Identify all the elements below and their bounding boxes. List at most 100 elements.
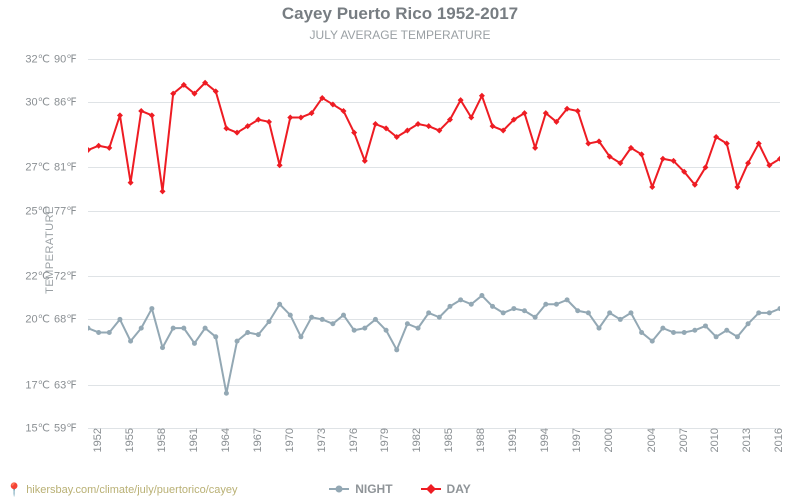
series-marker — [203, 326, 208, 331]
series-marker — [639, 330, 644, 335]
series-line — [88, 296, 780, 394]
y-tick-label: 22℃72℉ — [20, 270, 88, 283]
series-marker — [224, 391, 229, 396]
series-marker — [288, 313, 293, 318]
x-tick-label: 1985 — [439, 428, 455, 452]
series-marker — [138, 108, 144, 114]
series-marker — [106, 145, 112, 151]
series-marker — [362, 326, 367, 331]
series-marker — [724, 328, 729, 333]
y-tick-label: 32℃90℉ — [20, 52, 88, 65]
series-marker — [330, 321, 335, 326]
y-tick-label: 27℃81℉ — [20, 161, 88, 174]
series-marker — [394, 347, 399, 352]
attribution-url: hikersbay.com/climate/july/puertorico/ca… — [26, 484, 237, 496]
series-marker — [671, 330, 676, 335]
series-marker — [426, 310, 431, 315]
series-marker — [692, 328, 697, 333]
y-tick-label: 30℃86℉ — [20, 96, 88, 109]
x-tick-label: 2016 — [769, 428, 785, 452]
series-marker — [628, 310, 633, 315]
series-marker — [139, 326, 144, 331]
series-marker — [746, 321, 751, 326]
legend-label-night: NIGHT — [355, 482, 392, 496]
series-line — [88, 83, 780, 192]
legend-label-day: DAY — [447, 482, 471, 496]
temperature-chart: Cayey Puerto Rico 1952-2017 JULY AVERAGE… — [0, 0, 800, 500]
series-marker — [320, 317, 325, 322]
x-tick-label: 1952 — [88, 428, 104, 452]
series-marker — [96, 143, 102, 149]
series-marker — [597, 326, 602, 331]
location-pin-icon: 📍 — [6, 483, 22, 496]
series-marker — [575, 108, 581, 114]
series-marker — [734, 184, 740, 190]
series-marker — [618, 317, 623, 322]
series-marker — [298, 114, 304, 120]
chart-subtitle: JULY AVERAGE TEMPERATURE — [0, 28, 800, 42]
series-marker — [490, 123, 496, 129]
series-marker — [213, 334, 218, 339]
series-marker — [160, 188, 166, 194]
series-marker — [469, 302, 474, 307]
series-marker — [107, 330, 112, 335]
series-marker — [735, 334, 740, 339]
attribution: 📍 hikersbay.com/climate/july/puertorico/… — [6, 483, 238, 496]
series-marker — [373, 317, 378, 322]
series-marker — [490, 304, 495, 309]
x-tick-label: 1991 — [503, 428, 519, 452]
series-marker — [586, 310, 591, 315]
x-tick-label: 1961 — [184, 428, 200, 452]
series-marker — [372, 121, 378, 127]
x-tick-label: 1994 — [535, 428, 551, 452]
series-marker — [352, 328, 357, 333]
x-tick-label: 1970 — [280, 428, 296, 452]
series-marker — [223, 125, 229, 131]
series-marker — [245, 330, 250, 335]
legend-swatch-day — [421, 484, 441, 494]
series-marker — [565, 297, 570, 302]
x-tick-label: 2000 — [599, 428, 615, 452]
series-marker — [649, 184, 655, 190]
series-marker — [149, 112, 155, 118]
y-tick-label: 15℃59℉ — [20, 422, 88, 435]
series-marker — [287, 114, 293, 120]
y-tick-label: 20℃68℉ — [20, 313, 88, 326]
x-tick-label: 1997 — [567, 428, 583, 452]
series-marker — [384, 328, 389, 333]
series-marker — [341, 313, 346, 318]
series-marker — [277, 302, 282, 307]
series-marker — [650, 339, 655, 344]
series-marker — [756, 310, 761, 315]
series-marker — [543, 302, 548, 307]
series-marker — [660, 156, 666, 162]
series-marker — [256, 332, 261, 337]
series-marker — [703, 323, 708, 328]
series-marker — [522, 308, 527, 313]
series-marker — [192, 341, 197, 346]
y-tick-label: 25℃77℉ — [20, 204, 88, 217]
series-marker — [458, 297, 463, 302]
x-tick-label: 1982 — [407, 428, 423, 452]
series-marker — [405, 321, 410, 326]
legend-item-day: DAY — [421, 482, 471, 496]
series-marker — [767, 310, 772, 315]
series-marker — [532, 145, 538, 151]
series-marker — [96, 330, 101, 335]
series-marker — [585, 141, 591, 147]
series-marker — [426, 123, 432, 129]
series-marker — [160, 345, 165, 350]
series-marker — [362, 158, 368, 164]
x-tick-label: 2007 — [674, 428, 690, 452]
x-tick-label: 1973 — [312, 428, 328, 452]
series-marker — [117, 112, 123, 118]
series-marker — [117, 317, 122, 322]
series-marker — [714, 334, 719, 339]
series-marker — [128, 339, 133, 344]
series-marker — [437, 315, 442, 320]
series-marker — [479, 293, 484, 298]
legend-swatch-night — [329, 484, 349, 494]
series-marker — [447, 304, 452, 309]
y-tick-label: 17℃63℉ — [20, 378, 88, 391]
series-marker — [128, 180, 134, 186]
